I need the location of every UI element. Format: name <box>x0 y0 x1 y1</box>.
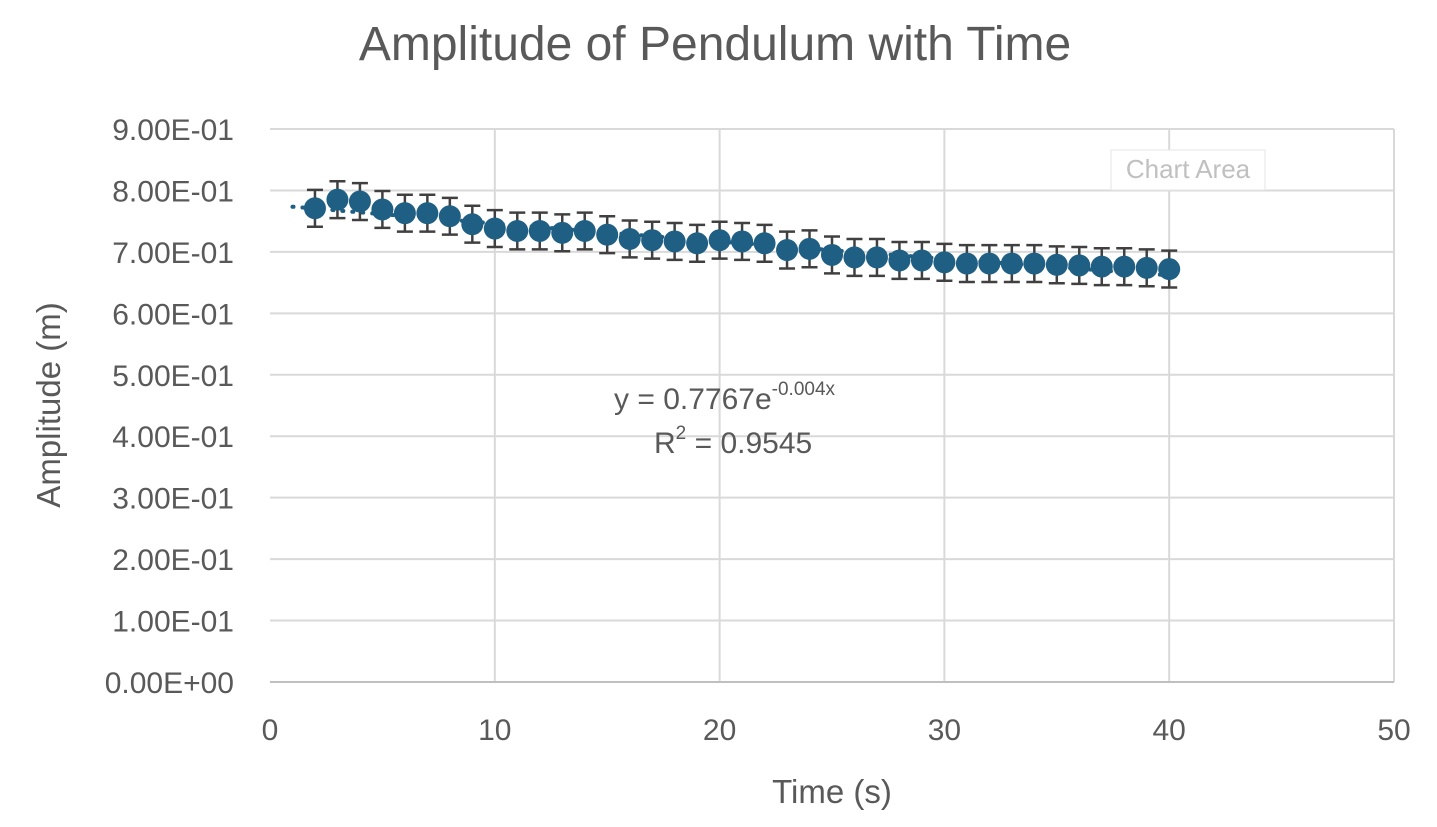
trendline-equation-exponent: -0.004x <box>772 379 836 400</box>
r-squared-value: = 0.9545 <box>686 427 812 460</box>
data-point <box>438 205 461 228</box>
x-tick-label: 30 <box>928 714 961 747</box>
chart-area-tooltip-text: Chart Area <box>1126 154 1251 184</box>
data-point <box>1158 258 1181 281</box>
y-tick-label: 9.00E-01 <box>112 114 234 147</box>
gridlines <box>270 128 1395 683</box>
data-point <box>1068 254 1091 277</box>
x-tick-label: 50 <box>1377 714 1410 747</box>
x-tick-label: 0 <box>262 714 279 747</box>
data-point <box>708 229 731 252</box>
data-point <box>618 227 641 250</box>
data-point <box>798 237 821 260</box>
trendline <box>290 204 1172 278</box>
data-point <box>821 243 843 266</box>
y-tick-label: 2.00E-01 <box>112 544 234 577</box>
data-point <box>686 232 709 255</box>
data-point <box>1023 252 1046 275</box>
chart-area-tooltip: Chart Area <box>1110 149 1266 191</box>
data-point <box>933 251 956 274</box>
x-tick-label: 10 <box>478 714 511 747</box>
data-point <box>1000 252 1023 275</box>
data-point <box>641 229 664 252</box>
data-points <box>303 188 1181 281</box>
trendline-path <box>290 204 1172 278</box>
r-squared-superscript: 2 <box>676 423 687 444</box>
data-point <box>551 221 574 244</box>
r-squared-label: R <box>654 427 676 460</box>
data-point <box>528 219 551 242</box>
data-point <box>1090 255 1113 278</box>
x-axis-label: Time (s) <box>772 773 892 810</box>
data-point <box>348 190 371 213</box>
data-point <box>393 202 416 225</box>
data-point <box>371 198 394 221</box>
data-point <box>955 252 978 275</box>
data-point <box>1045 253 1068 276</box>
x-tick-labels: 0 10 20 30 40 50 <box>262 714 1411 747</box>
data-point <box>753 232 776 255</box>
data-point <box>865 246 888 269</box>
y-tick-label: 7.00E-01 <box>112 237 234 270</box>
y-tick-label: 5.00E-01 <box>112 360 234 393</box>
data-point <box>1113 255 1136 278</box>
data-point <box>731 230 754 253</box>
data-point <box>573 219 596 242</box>
y-tick-labels: 0.00E+00 1.00E-01 2.00E-01 3.00E-01 4.00E-01… <box>105 114 234 700</box>
x-tick-label: 20 <box>703 714 736 747</box>
y-tick-label: 1.00E-01 <box>112 606 234 639</box>
data-point <box>978 252 1001 275</box>
chart-title: Amplitude of Pendulum with Time <box>359 18 1071 71</box>
y-tick-label: 6.00E-01 <box>112 298 234 331</box>
data-point <box>416 202 439 225</box>
x-tick-label: 40 <box>1153 714 1186 747</box>
data-point <box>506 219 529 242</box>
y-tick-label: 0.00E+00 <box>105 667 234 700</box>
data-point <box>303 197 326 220</box>
data-point <box>596 223 619 246</box>
data-point <box>483 217 506 240</box>
data-point <box>461 213 484 236</box>
data-point <box>326 188 349 211</box>
trendline-equation: y = 0.7767e-0.004x <box>614 379 836 416</box>
data-point <box>888 249 911 272</box>
data-point <box>1135 256 1158 279</box>
y-tick-label: 8.00E-01 <box>112 175 234 208</box>
trendline-r-squared: R2 = 0.9545 <box>654 423 812 460</box>
data-point <box>663 230 686 253</box>
y-tick-label: 4.00E-01 <box>112 421 234 454</box>
y-tick-label: 3.00E-01 <box>112 483 234 516</box>
data-point <box>843 246 866 269</box>
data-point <box>776 239 799 262</box>
trendline-equation-main: y = 0.7767e <box>614 383 772 416</box>
y-axis-label: Amplitude (m) <box>30 302 67 507</box>
data-point <box>910 249 933 272</box>
